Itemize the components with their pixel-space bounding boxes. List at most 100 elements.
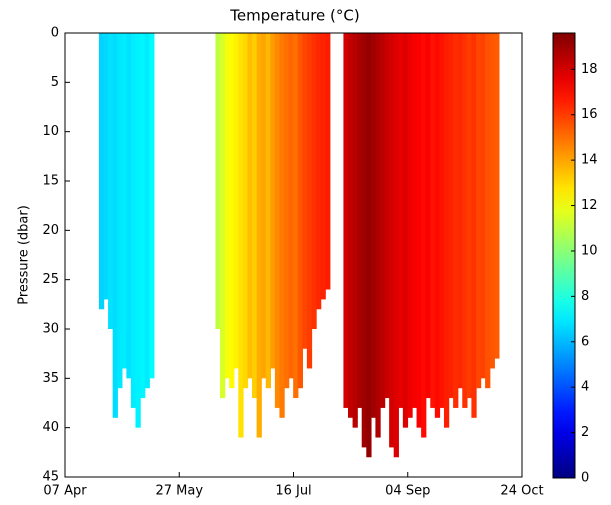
profile-strip <box>112 33 118 418</box>
colorbar-tick-label: 6 <box>581 334 589 349</box>
y-tick-label: 25 <box>42 272 59 287</box>
y-tick-label: 30 <box>42 322 59 337</box>
profile-strip <box>311 33 317 329</box>
colorbar-tick-label: 14 <box>581 153 598 168</box>
profile-strip <box>443 33 450 428</box>
profile-strip <box>343 33 349 408</box>
profile-strip <box>215 33 221 329</box>
profile-strip <box>352 33 358 428</box>
profile-strip <box>274 33 281 408</box>
profile-strip <box>117 33 123 389</box>
profile-strip <box>270 33 276 369</box>
profile-strip <box>256 33 262 438</box>
colorbar-tick-label: 8 <box>581 289 589 304</box>
y-tick-label: 0 <box>51 26 59 41</box>
profile-strip <box>247 33 253 379</box>
colorbar-tick-label: 4 <box>581 380 589 395</box>
profile-strip <box>144 33 150 389</box>
y-tick-label: 40 <box>42 420 59 435</box>
profile-strip <box>108 33 114 329</box>
x-tick-label: 04 Sep <box>385 484 430 499</box>
colorbar <box>552 32 576 479</box>
profile-strip <box>480 33 486 379</box>
profile-strip <box>370 33 377 418</box>
chart-title: Temperature (°C) <box>229 7 359 25</box>
profile-strip <box>384 33 390 399</box>
profile-strip <box>439 33 445 408</box>
colorbar-tick-label: 18 <box>581 62 598 77</box>
colorbar-tick-label: 16 <box>581 107 598 122</box>
profile-strip <box>98 33 105 310</box>
profile-strip <box>466 33 473 399</box>
colorbar-tick-label: 2 <box>581 425 589 440</box>
profile-strip <box>398 33 404 408</box>
profile-strip <box>293 33 299 399</box>
profile-strip <box>416 33 422 428</box>
profile-strip <box>434 33 441 418</box>
profile-strip <box>220 33 226 399</box>
profile-strip <box>302 33 308 349</box>
profile-strip <box>357 33 363 408</box>
profile-strip <box>379 33 386 408</box>
profile-strip <box>103 33 109 300</box>
profile-strip <box>347 33 354 418</box>
profile-strip <box>233 33 240 369</box>
profile-strip <box>389 33 395 448</box>
profile-strip <box>306 33 313 369</box>
profile-strip <box>425 33 431 399</box>
y-tick-label: 35 <box>42 371 59 386</box>
colorbar-tick-label: 12 <box>581 198 598 213</box>
colorbar-tick-label: 10 <box>581 243 598 258</box>
profile-strip <box>284 33 290 389</box>
y-tick-label: 10 <box>42 124 59 139</box>
profile-strip <box>475 33 482 389</box>
profile-strip <box>316 33 322 310</box>
profile-strip <box>135 33 141 428</box>
profile-strip <box>126 33 132 379</box>
colorbar-tick-label: 0 <box>581 471 589 486</box>
profile-strip <box>288 33 294 379</box>
profile-strip <box>361 33 367 448</box>
x-tick-label: 24 Oct <box>500 484 543 499</box>
profile-strip <box>149 33 155 379</box>
profile-strip <box>448 33 454 399</box>
y-tick-label: 15 <box>42 174 59 189</box>
profile-strip <box>242 33 249 389</box>
x-tick-label: 27 May <box>155 484 203 499</box>
profile-strip <box>430 33 436 408</box>
profile-strip <box>471 33 477 418</box>
profile-strip <box>421 33 427 438</box>
profile-strip <box>411 33 418 408</box>
y-tick-label: 20 <box>42 223 59 238</box>
profile-strip <box>375 33 381 438</box>
profile-strip <box>402 33 409 428</box>
profile-strip <box>229 33 235 389</box>
profile-strip <box>297 33 303 389</box>
profile-strip <box>366 33 372 458</box>
y-axis-label: Pressure (dbar) <box>17 205 32 305</box>
x-tick-label: 16 Jul <box>275 484 311 499</box>
profile-strip <box>261 33 267 379</box>
profile-strip <box>453 33 459 408</box>
profile-strip <box>462 33 468 408</box>
profile-strip <box>325 33 331 290</box>
profile-strip <box>279 33 285 418</box>
profile-strip <box>320 33 326 300</box>
profile-strip <box>140 33 146 399</box>
x-tick-label: 07 Apr <box>43 484 87 499</box>
profile-strip <box>130 33 137 408</box>
profile-strip <box>494 33 500 359</box>
y-tick-label: 45 <box>42 470 59 485</box>
profile-strip <box>121 33 128 369</box>
profile-strip <box>238 33 244 438</box>
profile-strip <box>485 33 491 389</box>
profile-strip <box>457 33 463 389</box>
profile-strip <box>407 33 413 418</box>
profile-strip <box>224 33 230 379</box>
y-tick-label: 5 <box>51 75 59 90</box>
profile-strip <box>252 33 258 399</box>
profile-strip <box>489 33 495 369</box>
profile-strip <box>393 33 399 458</box>
profile-strip <box>265 33 271 389</box>
